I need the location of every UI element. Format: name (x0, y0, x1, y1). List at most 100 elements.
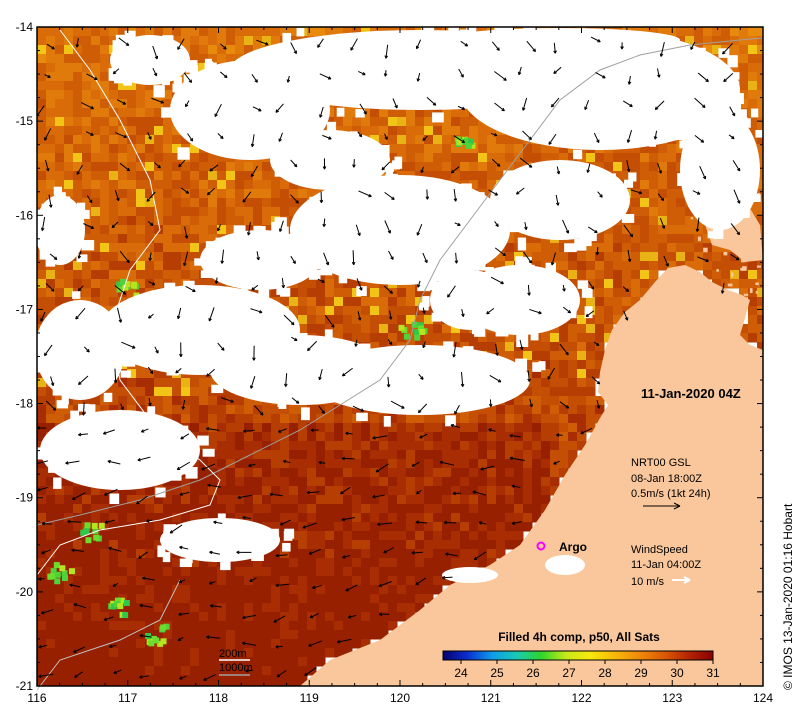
sst-cell (145, 153, 155, 163)
sst-cell (46, 306, 56, 316)
sst-cell (64, 171, 74, 181)
sst-cell (244, 414, 254, 424)
sst-cell (451, 540, 461, 550)
sst-cell (748, 207, 758, 217)
sst-cell (136, 603, 146, 613)
sst-cell (271, 198, 281, 208)
sst-cell (352, 621, 362, 631)
sst-cell (478, 450, 488, 460)
sst-cell (748, 63, 758, 73)
sst-cell (523, 432, 533, 442)
sst-cell (226, 639, 236, 649)
sst-cell (154, 603, 164, 613)
sst-cell (595, 234, 605, 244)
sst-cell (550, 423, 560, 433)
sst-cell (46, 81, 56, 91)
sst-cell (424, 162, 434, 172)
sst-cell (100, 81, 110, 91)
sst-cell (208, 459, 218, 469)
sst-cell (253, 495, 263, 505)
sst-cell (415, 459, 425, 469)
sst-cell (217, 36, 227, 46)
sst-cell (109, 261, 119, 271)
sst-cell (55, 648, 65, 658)
sst-cell (46, 621, 56, 631)
sst-cell (55, 108, 65, 118)
sst-cell (235, 396, 245, 406)
sst-cell (460, 468, 470, 478)
sst-cell (415, 486, 425, 496)
sst-cell (343, 531, 353, 541)
sst-cell (253, 585, 263, 595)
sst-cell (145, 666, 155, 676)
sst-cell (397, 441, 407, 451)
sst-cell (748, 297, 758, 307)
sst-cell (541, 378, 551, 388)
sst-cell (325, 603, 335, 613)
sst-cell (289, 198, 299, 208)
sst-cell (73, 396, 83, 406)
sst-cell (55, 405, 65, 415)
sst-cell (181, 252, 191, 262)
sst-cell (334, 306, 344, 316)
sst-cell (64, 540, 74, 550)
sst-cell (172, 495, 182, 505)
sst-cell (469, 531, 479, 541)
sst-cell (163, 576, 173, 586)
sst-cell (316, 27, 326, 37)
sst-cell (550, 477, 560, 487)
sst-cell (424, 423, 434, 433)
sst-cell (91, 72, 101, 82)
sst-cell (757, 306, 763, 316)
sst-cell (325, 288, 335, 298)
sst-cell (91, 36, 101, 46)
sst-cell (55, 54, 65, 64)
sst-cell (244, 396, 254, 406)
sst-cell (613, 252, 623, 262)
sst-cell (100, 54, 110, 64)
sst-cell (190, 216, 200, 226)
sst-cell (532, 486, 542, 496)
sst-cell (181, 162, 191, 172)
sst-cell (127, 540, 137, 550)
sst-cell (757, 81, 763, 91)
sst-cell (163, 396, 173, 406)
sst-cell (127, 576, 137, 586)
sst-cell (100, 612, 110, 622)
sst-cell (658, 144, 668, 154)
sst-cell (262, 630, 272, 640)
sst-cell (532, 243, 542, 253)
sst-cell (478, 558, 488, 568)
sst-cell (118, 225, 128, 235)
sst-cell (343, 315, 353, 325)
sst-cell (379, 126, 389, 136)
sst-cell (379, 585, 389, 595)
sst-cell (361, 306, 371, 316)
sst-cell (100, 108, 110, 118)
sst-cell (604, 270, 614, 280)
sst-cell (334, 486, 344, 496)
sst-cell (415, 585, 425, 595)
sst-cell (505, 504, 515, 514)
sst-cell (388, 126, 398, 136)
sst-cell (559, 396, 569, 406)
sst-cell (172, 648, 182, 658)
sst-cell (748, 126, 758, 136)
sst-cell (64, 117, 74, 127)
sst-cell (307, 315, 317, 325)
sst-cell (397, 513, 407, 523)
sst-cell (649, 171, 659, 181)
sst-cell (100, 189, 110, 199)
sst-cell (46, 495, 56, 505)
sst-cell (442, 531, 452, 541)
sst-cell (118, 189, 128, 199)
sst-cell (244, 585, 254, 595)
sst-cell (100, 117, 110, 127)
sst-cell (442, 486, 452, 496)
sst-cell (235, 612, 245, 622)
sst-cell (55, 495, 65, 505)
sst-cell (91, 135, 101, 145)
sst-cell (541, 144, 551, 154)
sst-cell (442, 432, 452, 442)
sst-cell (379, 549, 389, 559)
